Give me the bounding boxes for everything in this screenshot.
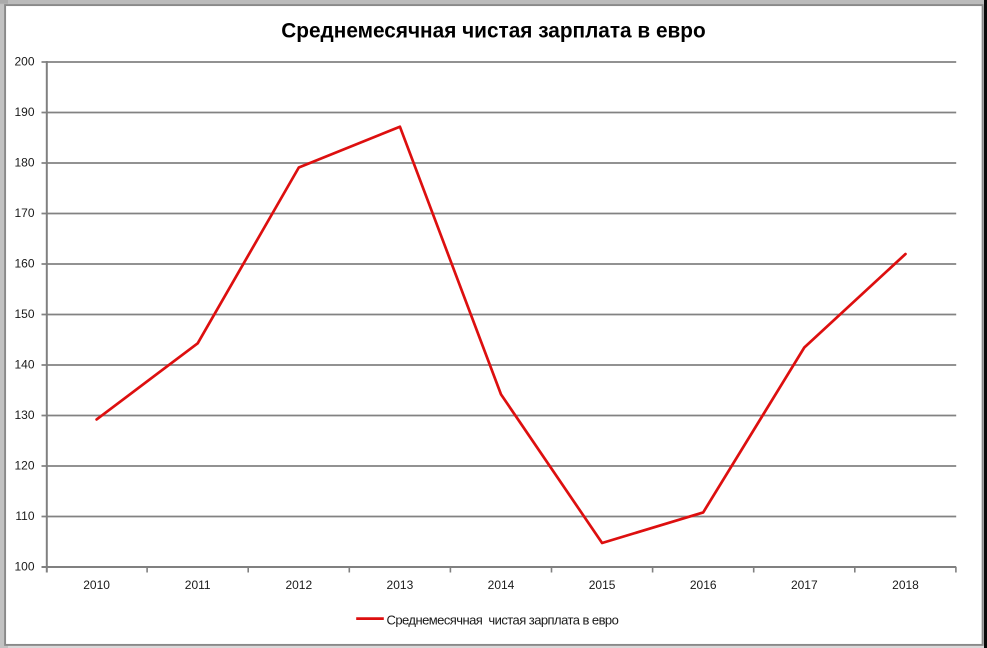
svg-text:200: 200 — [14, 55, 34, 69]
svg-text:2013: 2013 — [387, 578, 414, 592]
svg-text:150: 150 — [14, 307, 34, 321]
svg-text:190: 190 — [14, 105, 34, 119]
svg-text:Среднемесячная чистая зарплат: Среднемесячная чистая зарплата в евро — [387, 612, 619, 627]
svg-text:110: 110 — [15, 509, 34, 523]
svg-text:2011: 2011 — [185, 578, 211, 592]
svg-text:2015: 2015 — [589, 578, 616, 592]
svg-text:180: 180 — [14, 156, 34, 170]
svg-text:2014: 2014 — [488, 578, 515, 592]
svg-text:100: 100 — [14, 560, 34, 574]
svg-text:2016: 2016 — [690, 578, 717, 592]
svg-text:160: 160 — [14, 257, 34, 271]
svg-text:130: 130 — [14, 408, 34, 422]
svg-text:120: 120 — [14, 459, 34, 473]
svg-text:140: 140 — [14, 358, 34, 372]
svg-text:2018: 2018 — [892, 578, 919, 592]
svg-text:2017: 2017 — [791, 578, 818, 592]
svg-text:2010: 2010 — [83, 578, 110, 592]
svg-text:170: 170 — [14, 206, 34, 220]
svg-text:2012: 2012 — [285, 578, 312, 592]
svg-text:Среднемесячная чистая зарплата: Среднемесячная чистая зарплата в евро — [281, 19, 705, 42]
